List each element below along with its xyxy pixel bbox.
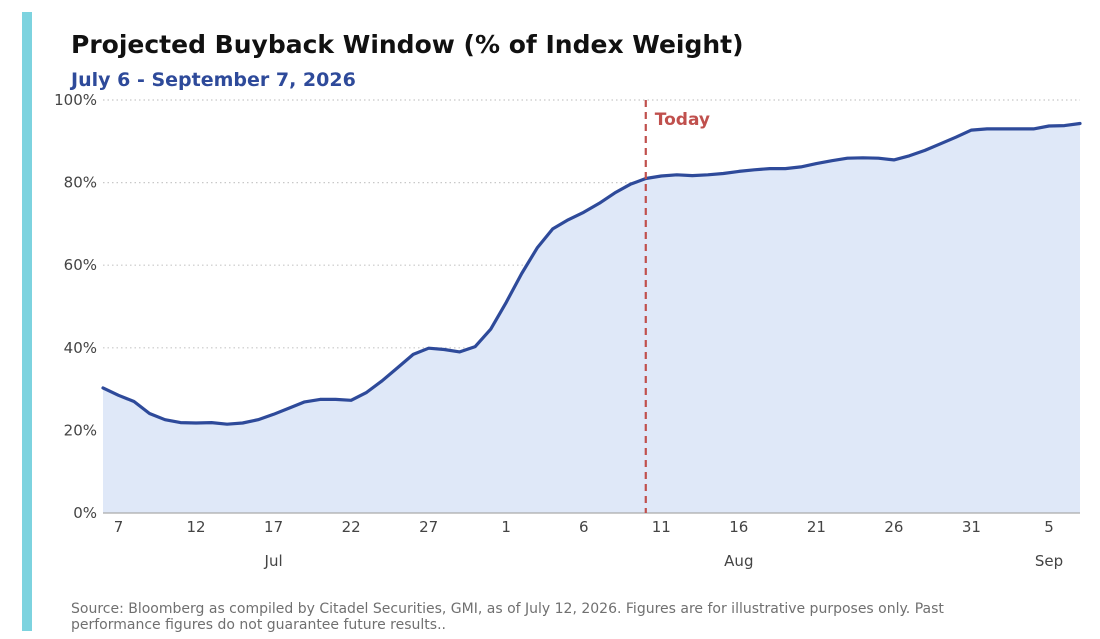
x-axis-ticks: 7 12 17 22 27 1 6 11 16 21 26 31 5 — [114, 518, 1054, 536]
y-tick-label: 20% — [64, 421, 97, 439]
month-label: Aug — [724, 552, 753, 570]
x-tick-label: 11 — [652, 518, 671, 536]
chart-subtitle: July 6 - September 7, 2026 — [71, 69, 356, 91]
x-tick-label: 1 — [501, 518, 511, 536]
month-labels: Jul Aug Sep — [264, 552, 1064, 570]
buyback-window-chart: 0%20%40%60%80%100% 7 12 17 22 27 1 6 11 16 21 26 31… — [54, 91, 1082, 570]
x-tick-label: 5 — [1044, 518, 1054, 536]
y-tick-label: 100% — [54, 91, 97, 109]
accent-bar — [22, 12, 32, 631]
today-annotation: Today — [644, 100, 710, 513]
y-tick-label: 40% — [64, 339, 97, 357]
x-tick-label: 22 — [342, 518, 361, 536]
x-tick-label: 16 — [729, 518, 748, 536]
area-fill — [103, 123, 1080, 513]
x-tick-label: 6 — [579, 518, 589, 536]
x-tick-label: 12 — [187, 518, 206, 536]
month-label: Jul — [264, 552, 283, 570]
today-label: Today — [655, 110, 710, 130]
area-layer — [101, 121, 1082, 513]
month-label: Sep — [1035, 552, 1063, 570]
series-line — [101, 121, 1082, 426]
source-note: Source: Bloomberg as compiled by Citadel… — [71, 601, 944, 633]
x-tick-label: 7 — [114, 518, 124, 536]
y-tick-label: 80% — [64, 174, 97, 192]
x-tick-label: 17 — [264, 518, 283, 536]
x-tick-label: 31 — [962, 518, 981, 536]
chart-title: Projected Buyback Window (% of Index Wei… — [71, 30, 744, 59]
x-tick-label: 21 — [807, 518, 826, 536]
y-tick-label: 60% — [64, 256, 97, 274]
y-axis-ticks: 0% 20% 40% 60% 80% 100% — [54, 91, 97, 522]
x-tick-label: 26 — [884, 518, 903, 536]
x-tick-label: 27 — [419, 518, 438, 536]
y-tick-label: 0% — [73, 504, 97, 522]
